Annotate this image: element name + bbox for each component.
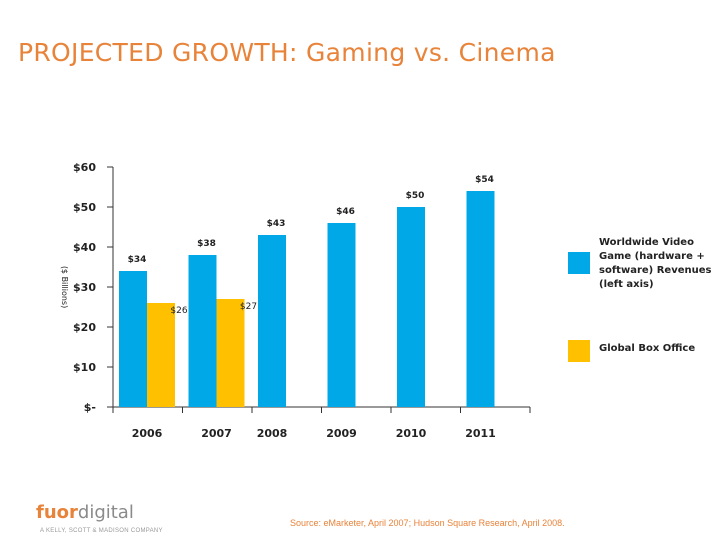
- legend-item-gaming: Worldwide Video Game (hardware + softwar…: [568, 236, 718, 296]
- data-label-box-office: $27: [240, 302, 257, 312]
- bar-gaming: [258, 235, 286, 407]
- y-tick-label: $50: [73, 201, 96, 214]
- bar-gaming: [188, 255, 217, 407]
- bar-gaming: [327, 223, 356, 407]
- data-label-box-office: $26: [170, 306, 187, 316]
- x-tick-label: 2006: [132, 427, 163, 440]
- data-label-gaming: $54: [475, 175, 494, 185]
- slide-title: PROJECTED GROWTH: Gaming vs. Cinema: [18, 38, 556, 67]
- data-label-gaming: $34: [128, 255, 147, 265]
- y-tick-label: $10: [73, 361, 96, 374]
- y-tick-label: $20: [73, 321, 96, 334]
- x-tick-label: 2008: [257, 427, 288, 440]
- y-tick-label: $30: [73, 281, 96, 294]
- x-tick-label: 2009: [326, 427, 357, 440]
- legend-swatch-gaming: [568, 252, 590, 274]
- x-tick-label: 2010: [396, 427, 427, 440]
- y-axis-label: ($ Billions): [60, 266, 69, 308]
- source-note: Source: eMarketer, April 2007; Hudson Sq…: [290, 518, 565, 528]
- y-tick-label: $40: [73, 241, 96, 254]
- data-label-gaming: $38: [197, 239, 216, 249]
- data-label-gaming: $50: [406, 191, 425, 201]
- company-tagline: A KELLY, SCOTT & MADISON COMPANY: [40, 528, 163, 534]
- bar-box-office: [147, 303, 175, 407]
- x-tick-label: 2011: [465, 427, 496, 440]
- y-tick-label: $-: [84, 401, 96, 414]
- data-label-gaming: $46: [336, 207, 355, 217]
- bar-gaming: [397, 207, 425, 407]
- company-logo: fuordigital: [36, 502, 134, 523]
- legend-swatch-box-office: [568, 340, 590, 362]
- logo-text-secondary: digital: [77, 502, 134, 523]
- legend-label-box-office: Global Box Office: [599, 343, 696, 354]
- logo-text-primary: fuor: [36, 502, 78, 523]
- legend-item-box-office: Global Box Office: [568, 340, 718, 370]
- legend-label-gaming: Worldwide Video Game (hardware + softwar…: [599, 237, 712, 290]
- bar-box-office: [216, 299, 245, 407]
- x-tick-label: 2007: [201, 427, 232, 440]
- bar-gaming: [466, 191, 495, 407]
- bar-gaming: [119, 271, 147, 407]
- data-label-gaming: $43: [267, 219, 286, 229]
- y-tick-label: $60: [73, 161, 96, 174]
